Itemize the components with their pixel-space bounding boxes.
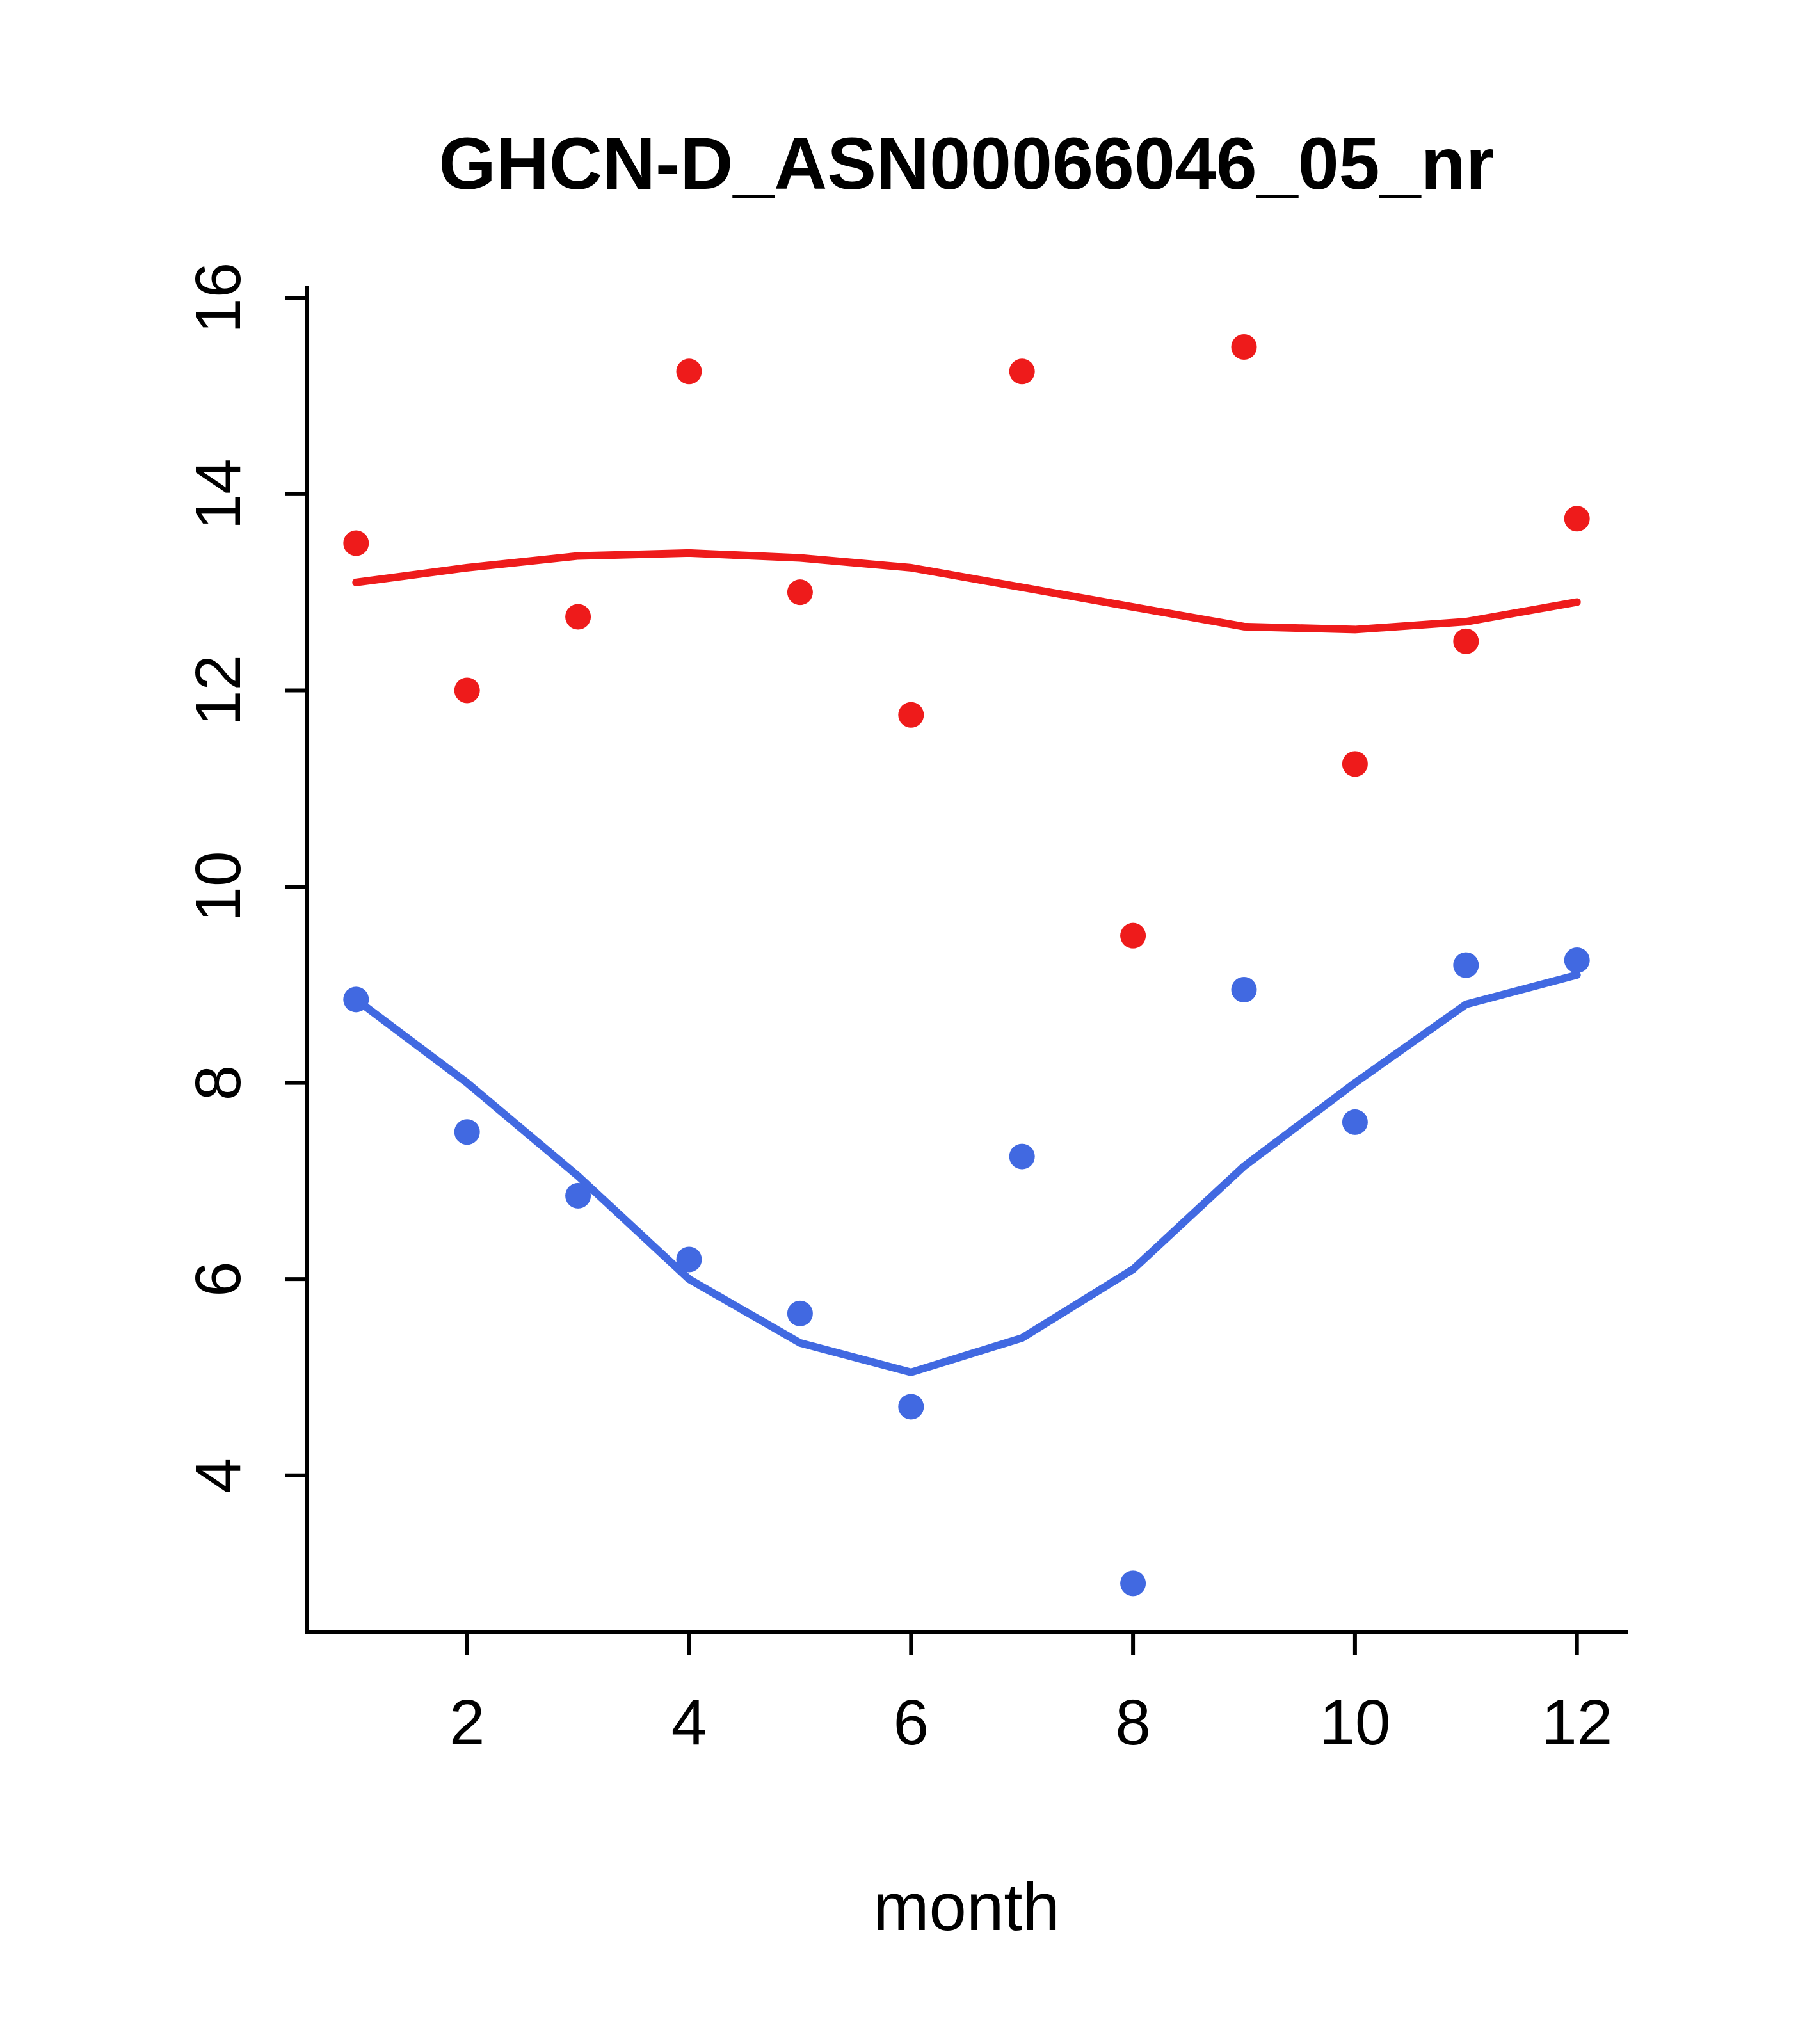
axes-layer: 2 4 6 8 10 12 4 6 8 10 12 14 16: [182, 262, 1628, 1758]
red-smooth-line: [352, 549, 1581, 634]
blue-smooth-line: [352, 970, 1581, 1376]
red-points-marker: [1453, 628, 1479, 654]
y-tick-label: 10: [182, 851, 254, 922]
x-tick-label: 12: [1541, 1687, 1612, 1758]
red-points-marker: [787, 579, 813, 606]
x-tick-label: 2: [449, 1687, 485, 1758]
red-points-marker: [565, 604, 591, 630]
y-tick-label: 8: [182, 1065, 254, 1101]
red-points-marker: [898, 702, 924, 728]
red-points-marker: [1120, 922, 1146, 949]
y-tick-label: 16: [182, 262, 254, 334]
red-points-marker: [676, 358, 702, 385]
chart-title: GHCN-D_ASN00066046_05_nr: [438, 123, 1494, 205]
blue-points-marker: [787, 1300, 813, 1326]
x-tick-label: 6: [893, 1687, 929, 1758]
red-points-marker: [1009, 358, 1035, 385]
x-axis-label: month: [873, 1870, 1060, 1945]
blue-points-marker: [454, 1119, 480, 1145]
red-points-marker: [1564, 506, 1590, 532]
blue-points-marker: [898, 1394, 924, 1420]
blue-points-marker: [1564, 947, 1590, 973]
red-points-marker: [1342, 751, 1368, 777]
blue-points-marker: [1009, 1143, 1035, 1170]
y-tick-label: 6: [182, 1261, 254, 1297]
y-tick-label: 12: [182, 655, 254, 726]
x-tick-label: 10: [1319, 1687, 1390, 1758]
red-points-marker: [454, 677, 480, 704]
y-tick-label: 14: [182, 458, 254, 529]
blue-points-marker: [343, 986, 369, 1013]
red-points-marker: [343, 530, 369, 556]
y-tick-label: 4: [182, 1458, 254, 1493]
x-tick-label: 8: [1115, 1687, 1151, 1758]
blue-points-marker: [565, 1182, 591, 1209]
x-tick-label: 4: [671, 1687, 707, 1758]
red-points-marker: [1231, 334, 1257, 360]
blue-points-marker: [1342, 1109, 1368, 1135]
blue-points-marker: [1453, 952, 1479, 978]
blue-points-marker: [676, 1246, 702, 1273]
blue-points-marker: [1231, 976, 1257, 1002]
blue-points-marker: [1120, 1570, 1146, 1597]
series-layer: [343, 334, 1590, 1597]
